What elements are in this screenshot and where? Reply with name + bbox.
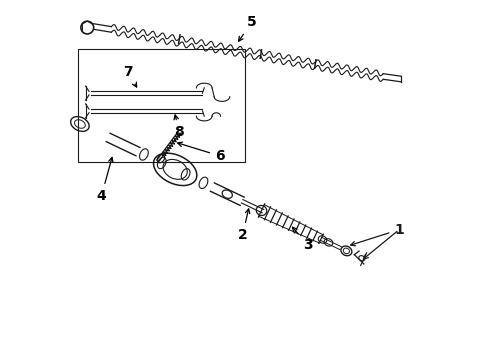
Text: 6: 6	[178, 142, 224, 163]
Text: 7: 7	[123, 65, 137, 87]
Text: 1: 1	[351, 222, 404, 246]
Text: 2: 2	[238, 209, 250, 242]
Text: 4: 4	[97, 157, 113, 203]
Text: 3: 3	[293, 227, 312, 252]
Text: 5: 5	[239, 15, 257, 41]
Text: 8: 8	[174, 115, 184, 139]
